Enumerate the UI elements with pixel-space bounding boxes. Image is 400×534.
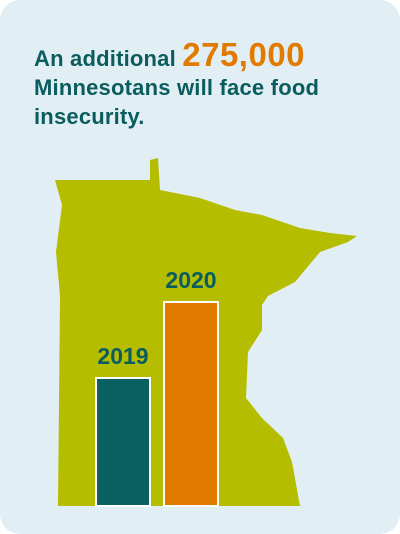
bars: 2019 2020 (95, 267, 219, 507)
bar (163, 301, 219, 507)
headline-start: An additional (34, 46, 176, 71)
bar-label: 2019 (97, 343, 148, 369)
headline-number: 275,000 (182, 36, 306, 73)
headline-end: Minnesotans will face food insecurity. (34, 75, 320, 129)
headline: An additional 275,000 Minnesotans will f… (34, 38, 374, 131)
bar (95, 377, 151, 507)
bar-label: 2020 (165, 267, 216, 293)
